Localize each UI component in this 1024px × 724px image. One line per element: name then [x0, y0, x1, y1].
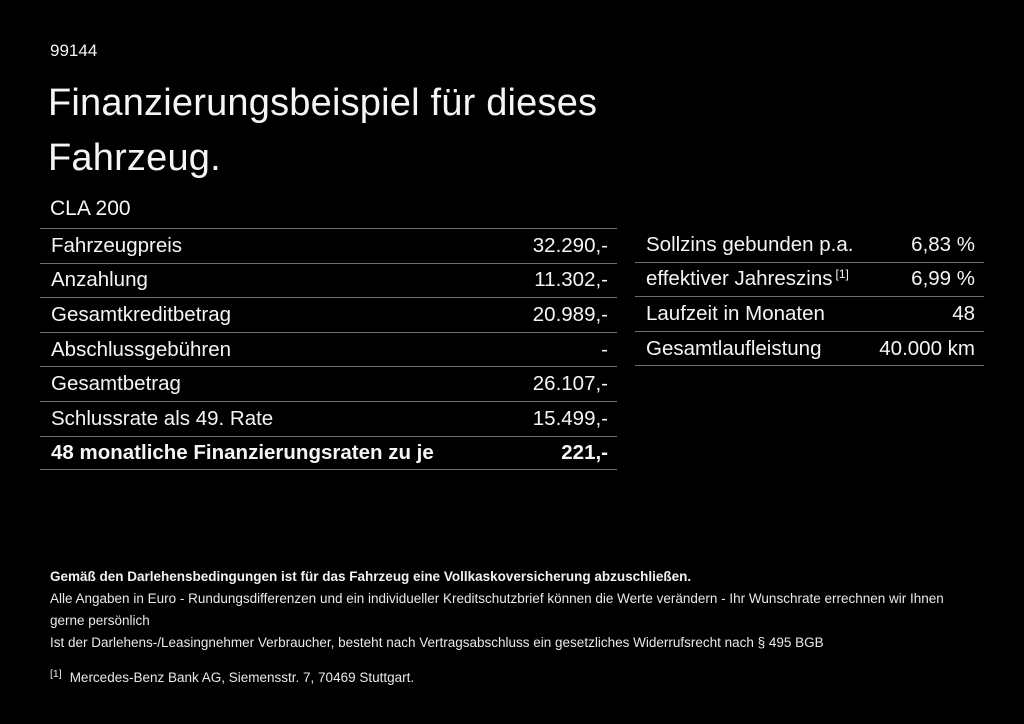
row-value: 20.989,- — [532, 302, 608, 326]
row-label: Gesamtlaufleistung — [646, 336, 822, 360]
row-value: - — [601, 337, 608, 361]
page-title: Finanzierungsbeispiel für dieses Fahrzeu… — [48, 82, 598, 179]
row-label: Schlussrate als 49. Rate — [51, 406, 274, 430]
row-label: Gesamtbetrag — [51, 372, 181, 396]
row-label: Anzahlung — [51, 268, 148, 292]
table-row: Gesamtbetrag 26.107,- — [40, 366, 617, 401]
table-row: Anzahlung 11.302,- — [40, 262, 617, 298]
row-value: 221,- — [561, 440, 608, 464]
row-label: Fahrzeugpreis — [51, 233, 183, 257]
row-value: 32.290,- — [532, 233, 608, 257]
row-value: 48 — [952, 301, 975, 325]
row-label: effektiver Jahreszins [1] — [646, 266, 849, 291]
row-value: 40.000 km — [879, 336, 975, 360]
table-row: Fahrzeugpreis 32.290,- — [40, 228, 617, 263]
footnote-text: Mercedes-Benz Bank AG, Siemensstr. 7, 70… — [69, 670, 415, 685]
row-value: 6,83 % — [911, 232, 975, 256]
footnote-marker: [1] — [835, 266, 849, 281]
row-label: Gesamtkreditbetrag — [51, 302, 232, 326]
row-label: 48 monatliche Finanzierungsraten zu je — [51, 440, 434, 464]
disclaimer-line: Ist der Darlehens-/Leasingnehmer Verbrau… — [50, 635, 824, 650]
disclaimer-line: Alle Angaben in Euro - Rundungsdifferenz… — [50, 591, 944, 628]
vehicle-id: 99144 — [50, 41, 98, 60]
row-value: 6,99 % — [911, 267, 975, 291]
row-value: 11.302,- — [534, 268, 608, 292]
footnote-marker: [1] — [50, 667, 62, 680]
table-row: Abschlussgebühren - — [40, 331, 617, 367]
table-row: Gesamtlaufleistung 40.000 km — [635, 332, 984, 367]
row-value: 15.499,- — [532, 406, 608, 430]
table-row: Sollzins gebunden p.a. 6,83 % — [635, 228, 984, 263]
table-row: Schlussrate als 49. Rate 15.499,- — [40, 400, 617, 436]
model-name: CLA 200 — [50, 197, 131, 220]
row-label: Abschlussgebühren — [51, 337, 232, 361]
footnote: [1] Mercedes-Benz Bank AG, Siemensstr. 7,… — [50, 667, 980, 689]
conditions-table: Sollzins gebunden p.a. 6,83 % effektiver… — [635, 228, 984, 367]
row-value: 26.107,- — [532, 372, 608, 396]
table-row-monthly-rate: 48 monatliche Finanzierungsraten zu je 2… — [40, 435, 617, 471]
row-label: Laufzeit in Monaten — [646, 301, 825, 325]
insurance-note: Gemäß den Darlehensbedingungen ist für d… — [50, 569, 692, 584]
fine-print: Gemäß den Darlehensbedingungen ist für d… — [50, 566, 980, 689]
table-row: Gesamtkreditbetrag 20.989,- — [40, 297, 617, 332]
row-label: Sollzins gebunden p.a. — [646, 232, 854, 256]
table-row: effektiver Jahreszins [1] 6,99 % — [635, 263, 984, 298]
table-row: Laufzeit in Monaten 48 — [635, 297, 984, 332]
financing-table: Fahrzeugpreis 32.290,- Anzahlung 11.302,… — [40, 228, 617, 471]
